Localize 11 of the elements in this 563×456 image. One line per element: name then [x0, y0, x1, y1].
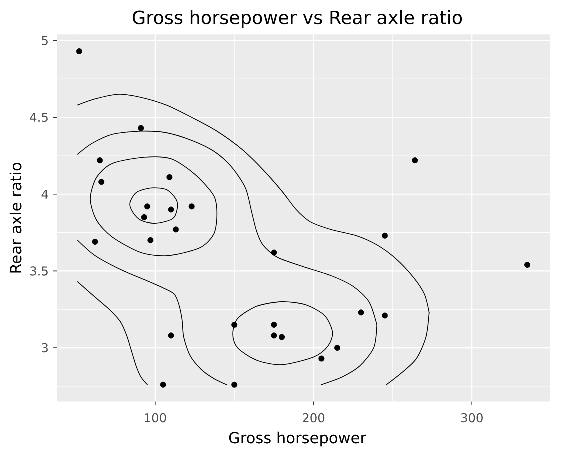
- y-tick-label: 3: [42, 343, 48, 353]
- chart-title: Gross horsepower vs Rear axle ratio: [132, 10, 462, 28]
- y-tick-label: 4: [42, 190, 48, 199]
- x-tick-label: 300: [461, 413, 483, 423]
- x-tick-label: 100: [145, 413, 166, 423]
- y-tick-label: 4.5: [30, 113, 48, 122]
- y-tick-label: 3.5: [30, 266, 48, 276]
- x-axis-title: Gross horsepower: [229, 432, 366, 447]
- y-axis-title: Rear axle ratio: [10, 162, 22, 273]
- y-tick-label: 5: [42, 36, 48, 46]
- x-tick-label: 200: [303, 413, 325, 423]
